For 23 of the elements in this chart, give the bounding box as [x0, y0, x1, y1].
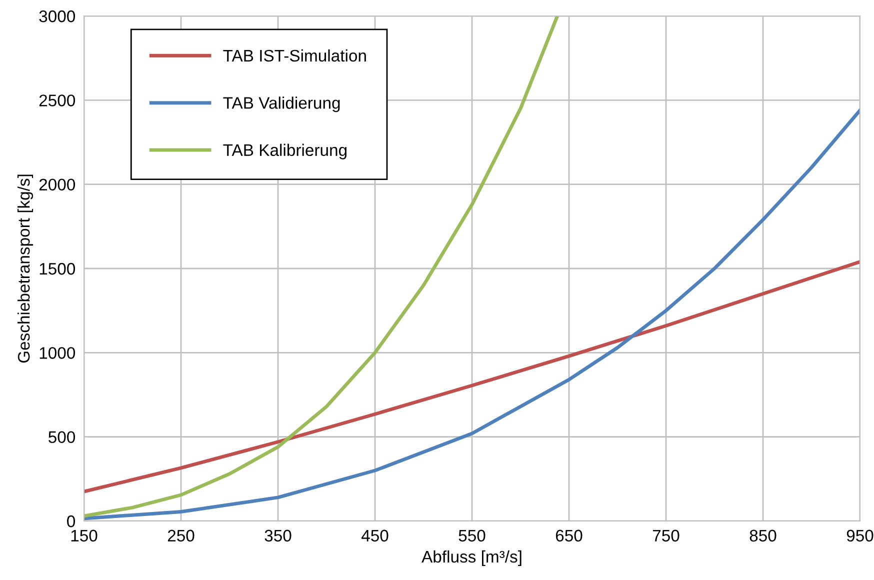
- x-tick-label: 650: [556, 530, 582, 542]
- legend-label: TAB IST-Simulation: [223, 49, 366, 62]
- y-tick-label: 0: [67, 515, 76, 528]
- line-series: [84, 16, 560, 518]
- y-tick-label: 2500: [39, 94, 76, 106]
- y-tick-label: 1000: [40, 347, 76, 359]
- legend-label: TAB Validierung: [223, 96, 340, 112]
- line-series: [84, 260, 860, 494]
- x-tick-label: 150: [71, 530, 98, 542]
- x-tick-label: 950: [846, 530, 874, 542]
- y-tick-label: 1500: [40, 262, 76, 275]
- x-tick-label: 350: [264, 530, 292, 542]
- y-tick-label: 3000: [39, 10, 76, 22]
- y-tick-label: 2000: [39, 178, 76, 191]
- x-tick-label: 550: [458, 530, 486, 542]
- x-axis-title: Abfluss [m³/s]: [422, 550, 522, 566]
- x-tick-label: 850: [750, 530, 776, 542]
- y-axis-title: Geschiebetransport [kg/s]: [18, 174, 34, 363]
- x-tick-label: 450: [361, 530, 388, 542]
- x-tick-label: 750: [652, 530, 680, 542]
- legend-label: TAB Kalibrierung: [223, 144, 346, 160]
- y-tick-label: 500: [48, 431, 76, 444]
- x-tick-label: 250: [168, 530, 194, 542]
